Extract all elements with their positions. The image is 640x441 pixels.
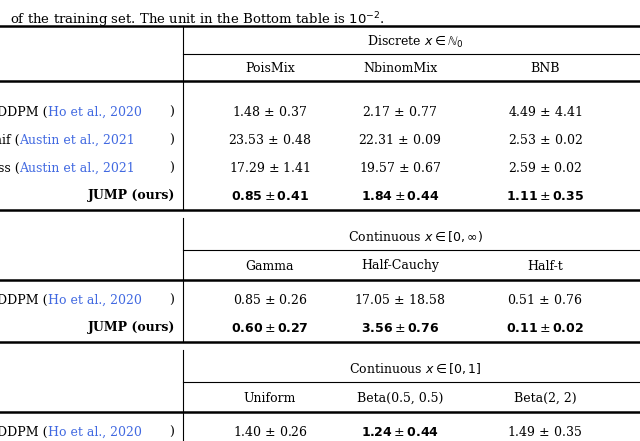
Text: Discrete $x \in \mathbb{N}_0$: Discrete $x \in \mathbb{N}_0$ <box>367 34 463 50</box>
Text: JUMP (ours): JUMP (ours) <box>88 321 175 335</box>
Text: $\mathbf{0.11} \pm \mathbf{0.02}$: $\mathbf{0.11} \pm \mathbf{0.02}$ <box>506 321 584 335</box>
Text: 19.57 $\pm$ 0.67: 19.57 $\pm$ 0.67 <box>358 161 442 175</box>
Text: 2.59 $\pm$ 0.02: 2.59 $\pm$ 0.02 <box>508 161 582 175</box>
Text: Gamma: Gamma <box>246 259 294 273</box>
Text: BNB: BNB <box>531 61 560 75</box>
Text: Ho et al., 2020: Ho et al., 2020 <box>47 294 141 306</box>
Text: 1.49 $\pm$ 0.35: 1.49 $\pm$ 0.35 <box>508 425 582 439</box>
Text: $\mathbf{0.60} \pm \mathbf{0.27}$: $\mathbf{0.60} \pm \mathbf{0.27}$ <box>231 321 308 335</box>
Text: ): ) <box>169 426 173 438</box>
Text: ): ) <box>169 294 173 306</box>
Text: 23.53 $\pm$ 0.48: 23.53 $\pm$ 0.48 <box>228 133 312 147</box>
Text: Beta(0.5, 0.5): Beta(0.5, 0.5) <box>357 392 443 404</box>
Text: 1.48 $\pm$ 0.37: 1.48 $\pm$ 0.37 <box>232 105 308 119</box>
Text: Beta(2, 2): Beta(2, 2) <box>514 392 576 404</box>
Text: DDPM (: DDPM ( <box>0 105 47 119</box>
Text: Continuous $x \in [0, \infty)$: Continuous $x \in [0, \infty)$ <box>348 228 483 243</box>
Text: D3PM Gauss (: D3PM Gauss ( <box>0 161 19 175</box>
Text: D3PM Unif (: D3PM Unif ( <box>0 134 19 146</box>
Text: ): ) <box>169 105 173 119</box>
Text: Ho et al., 2020: Ho et al., 2020 <box>47 426 141 438</box>
Text: Ho et al., 2020: Ho et al., 2020 <box>47 105 141 119</box>
Text: 17.05 $\pm$ 18.58: 17.05 $\pm$ 18.58 <box>355 293 445 307</box>
Text: 2.53 $\pm$ 0.02: 2.53 $\pm$ 0.02 <box>508 133 582 147</box>
Text: Uniform: Uniform <box>244 392 296 404</box>
Text: $\mathbf{3.56} \pm \mathbf{0.76}$: $\mathbf{3.56} \pm \mathbf{0.76}$ <box>361 321 439 335</box>
Text: ): ) <box>169 134 173 146</box>
Text: NbinomMix: NbinomMix <box>363 61 437 75</box>
Text: of the training set. The unit in the Bottom table is $10^{-2}$.: of the training set. The unit in the Bot… <box>10 10 385 30</box>
Text: Austin et al., 2021: Austin et al., 2021 <box>19 161 135 175</box>
Text: DDPM (: DDPM ( <box>0 294 47 306</box>
Text: Continuous $x \in [0, 1]$: Continuous $x \in [0, 1]$ <box>349 360 481 375</box>
Text: Half-Cauchy: Half-Cauchy <box>361 259 439 273</box>
Text: 0.51 $\pm$ 0.76: 0.51 $\pm$ 0.76 <box>508 293 582 307</box>
Text: 22.31 $\pm$ 0.09: 22.31 $\pm$ 0.09 <box>358 133 442 147</box>
Text: $\mathbf{1.11} \pm \mathbf{0.35}$: $\mathbf{1.11} \pm \mathbf{0.35}$ <box>506 190 584 202</box>
Text: 17.29 $\pm$ 1.41: 17.29 $\pm$ 1.41 <box>229 161 311 175</box>
Text: Austin et al., 2021: Austin et al., 2021 <box>19 134 135 146</box>
Text: 4.49 $\pm$ 4.41: 4.49 $\pm$ 4.41 <box>508 105 582 119</box>
Text: ): ) <box>169 161 173 175</box>
Text: $\mathbf{1.84} \pm \mathbf{0.44}$: $\mathbf{1.84} \pm \mathbf{0.44}$ <box>361 190 439 202</box>
Text: PoisMix: PoisMix <box>245 61 295 75</box>
Text: $\mathbf{0.85} \pm \mathbf{0.41}$: $\mathbf{0.85} \pm \mathbf{0.41}$ <box>231 190 309 202</box>
Text: Half-t: Half-t <box>527 259 563 273</box>
Text: 1.40 $\pm$ 0.26: 1.40 $\pm$ 0.26 <box>232 425 307 439</box>
Text: $\mathbf{1.24} \pm \mathbf{0.44}$: $\mathbf{1.24} \pm \mathbf{0.44}$ <box>361 426 439 438</box>
Text: JUMP (ours): JUMP (ours) <box>88 190 175 202</box>
Text: DDPM (: DDPM ( <box>0 426 47 438</box>
Text: 0.85 $\pm$ 0.26: 0.85 $\pm$ 0.26 <box>233 293 307 307</box>
Text: 2.17 $\pm$ 0.77: 2.17 $\pm$ 0.77 <box>362 105 438 119</box>
